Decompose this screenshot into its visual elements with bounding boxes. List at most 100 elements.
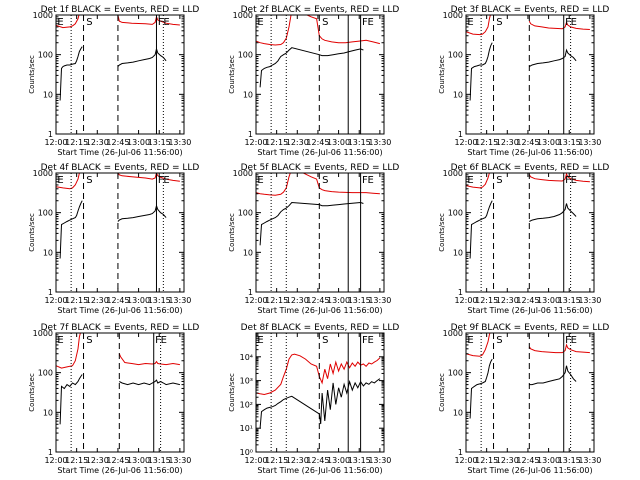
x-tick-label: 12:15 (265, 456, 288, 465)
event-marker-label: F (565, 335, 571, 346)
x-tick-label: 12:45 (516, 296, 539, 305)
y-tick-label: 10 (43, 90, 53, 99)
x-axis-label: Start Time (26-Jul-06 11:56:00) (57, 306, 182, 315)
y-tick-label: 100 (238, 209, 253, 218)
x-tick-label: 12:15 (65, 456, 88, 465)
y-tick-label: 10 (43, 248, 53, 257)
y-tick-label: 1 (458, 448, 463, 457)
event-marker-label: F (155, 335, 161, 346)
x-tick-label: 12:30 (286, 456, 309, 465)
y-axis-label: Counts/sec (28, 373, 36, 412)
y-tick-label: 1000 (33, 169, 53, 178)
y-tick-label: 10 (243, 248, 253, 257)
y-tick-label: 10⁰ (240, 448, 253, 457)
x-tick-label: 12:30 (86, 138, 109, 147)
event-marker-label: F (158, 175, 164, 186)
series-events-line (59, 200, 167, 259)
y-tick-label: 1 (458, 288, 463, 297)
x-tick-label: 13:00 (127, 456, 150, 465)
plot-frame (55, 172, 185, 293)
event-marker-label: S (322, 17, 328, 28)
panel-title: Det 9f BLACK = Events, RED = LLD (451, 323, 610, 333)
y-tick-label: 1000 (443, 329, 463, 338)
y-tick-label: 100 (38, 51, 53, 60)
x-tick-label: 12:00 (244, 456, 267, 465)
x-tick-label: 13:00 (327, 296, 350, 305)
event-marker-label: E (571, 335, 577, 346)
y-tick-label: 1000 (233, 169, 253, 178)
y-tick-label: 1000 (33, 329, 53, 338)
x-tick-label: 12:15 (475, 456, 498, 465)
plot-frame (465, 332, 595, 453)
panel-title: Det 4f BLACK = Events, RED = LLD (41, 163, 200, 173)
series-lld-line (256, 353, 381, 396)
event-marker-label: E (57, 17, 63, 28)
y-axis-label: Counts/sec (228, 55, 236, 94)
event-marker-label: F (565, 17, 571, 28)
x-axis-label: Start Time (26-Jul-06 11:56:00) (257, 466, 382, 475)
plot-frame (255, 332, 385, 453)
event-marker-label: S (322, 175, 328, 186)
event-marker-label: E (57, 335, 63, 346)
panel-title: Det 2f BLACK = Events, RED = LLD (241, 5, 400, 15)
x-tick-label: 13:15 (558, 296, 581, 305)
panel-title: Det 1f BLACK = Events, RED = LLD (41, 5, 200, 15)
x-tick-label: 13:30 (578, 138, 601, 147)
panel-title: Det 8f BLACK = Events, RED = LLD (241, 323, 400, 333)
x-axis-label: Start Time (26-Jul-06 11:56:00) (467, 306, 592, 315)
plot-frame (465, 172, 595, 293)
plot-frame (55, 14, 185, 135)
x-tick-label: 12:00 (244, 138, 267, 147)
y-tick-label: 1 (48, 288, 53, 297)
y-axis-label: Counts/sec (438, 213, 446, 252)
x-tick-label: 12:30 (496, 456, 519, 465)
event-marker-label: E (367, 17, 373, 28)
y-tick-label: 10 (453, 408, 463, 417)
event-marker-label: S (322, 335, 328, 346)
event-marker-label: E (467, 175, 473, 186)
x-tick-label: 12:15 (265, 138, 288, 147)
series-events-line (469, 42, 577, 101)
x-tick-label: 12:30 (496, 138, 519, 147)
x-tick-label: 12:45 (106, 296, 129, 305)
x-tick-label: 13:30 (368, 138, 391, 147)
series-lld-line (256, 173, 380, 196)
x-tick-label: 12:15 (65, 296, 88, 305)
panel-title: Det 6f BLACK = Events, RED = LLD (451, 163, 610, 173)
event-marker-label: F (158, 17, 164, 28)
y-tick-label: 1 (458, 130, 463, 139)
event-marker-label: S (496, 17, 502, 28)
x-tick-label: 13:15 (348, 138, 371, 147)
y-axis-label: Counts/sec (438, 55, 446, 94)
plot-frame (255, 14, 385, 135)
y-axis-label: Counts/sec (438, 373, 446, 412)
x-axis-label: Start Time (26-Jul-06 11:56:00) (57, 466, 182, 475)
series-events-line (259, 47, 364, 88)
y-tick-label: 10² (240, 400, 253, 409)
plot-frame (255, 172, 385, 293)
event-marker-label: E (467, 335, 473, 346)
event-marker-label: S (86, 335, 92, 346)
series-lld-line (56, 15, 180, 29)
x-tick-label: 12:00 (244, 296, 267, 305)
event-marker-label: S (86, 17, 92, 28)
x-tick-label: 12:45 (306, 296, 329, 305)
x-tick-label: 12:15 (475, 296, 498, 305)
y-axis-label: Counts/sec (228, 213, 236, 252)
x-axis-label: Start Time (26-Jul-06 11:56:00) (257, 148, 382, 157)
event-marker-label: E (467, 17, 473, 28)
x-tick-label: 12:45 (106, 456, 129, 465)
event-marker-label: E (367, 175, 373, 186)
plot-frame (55, 332, 185, 453)
y-axis-label: Counts/sec (28, 213, 36, 252)
series-events-line (469, 200, 577, 259)
series-events-line (259, 201, 364, 246)
event-marker-label: F (362, 335, 368, 346)
x-tick-label: 12:30 (86, 456, 109, 465)
panel-title: Det 7f BLACK = Events, RED = LLD (41, 323, 200, 333)
series-events-line (59, 46, 167, 101)
x-tick-label: 13:00 (127, 296, 150, 305)
